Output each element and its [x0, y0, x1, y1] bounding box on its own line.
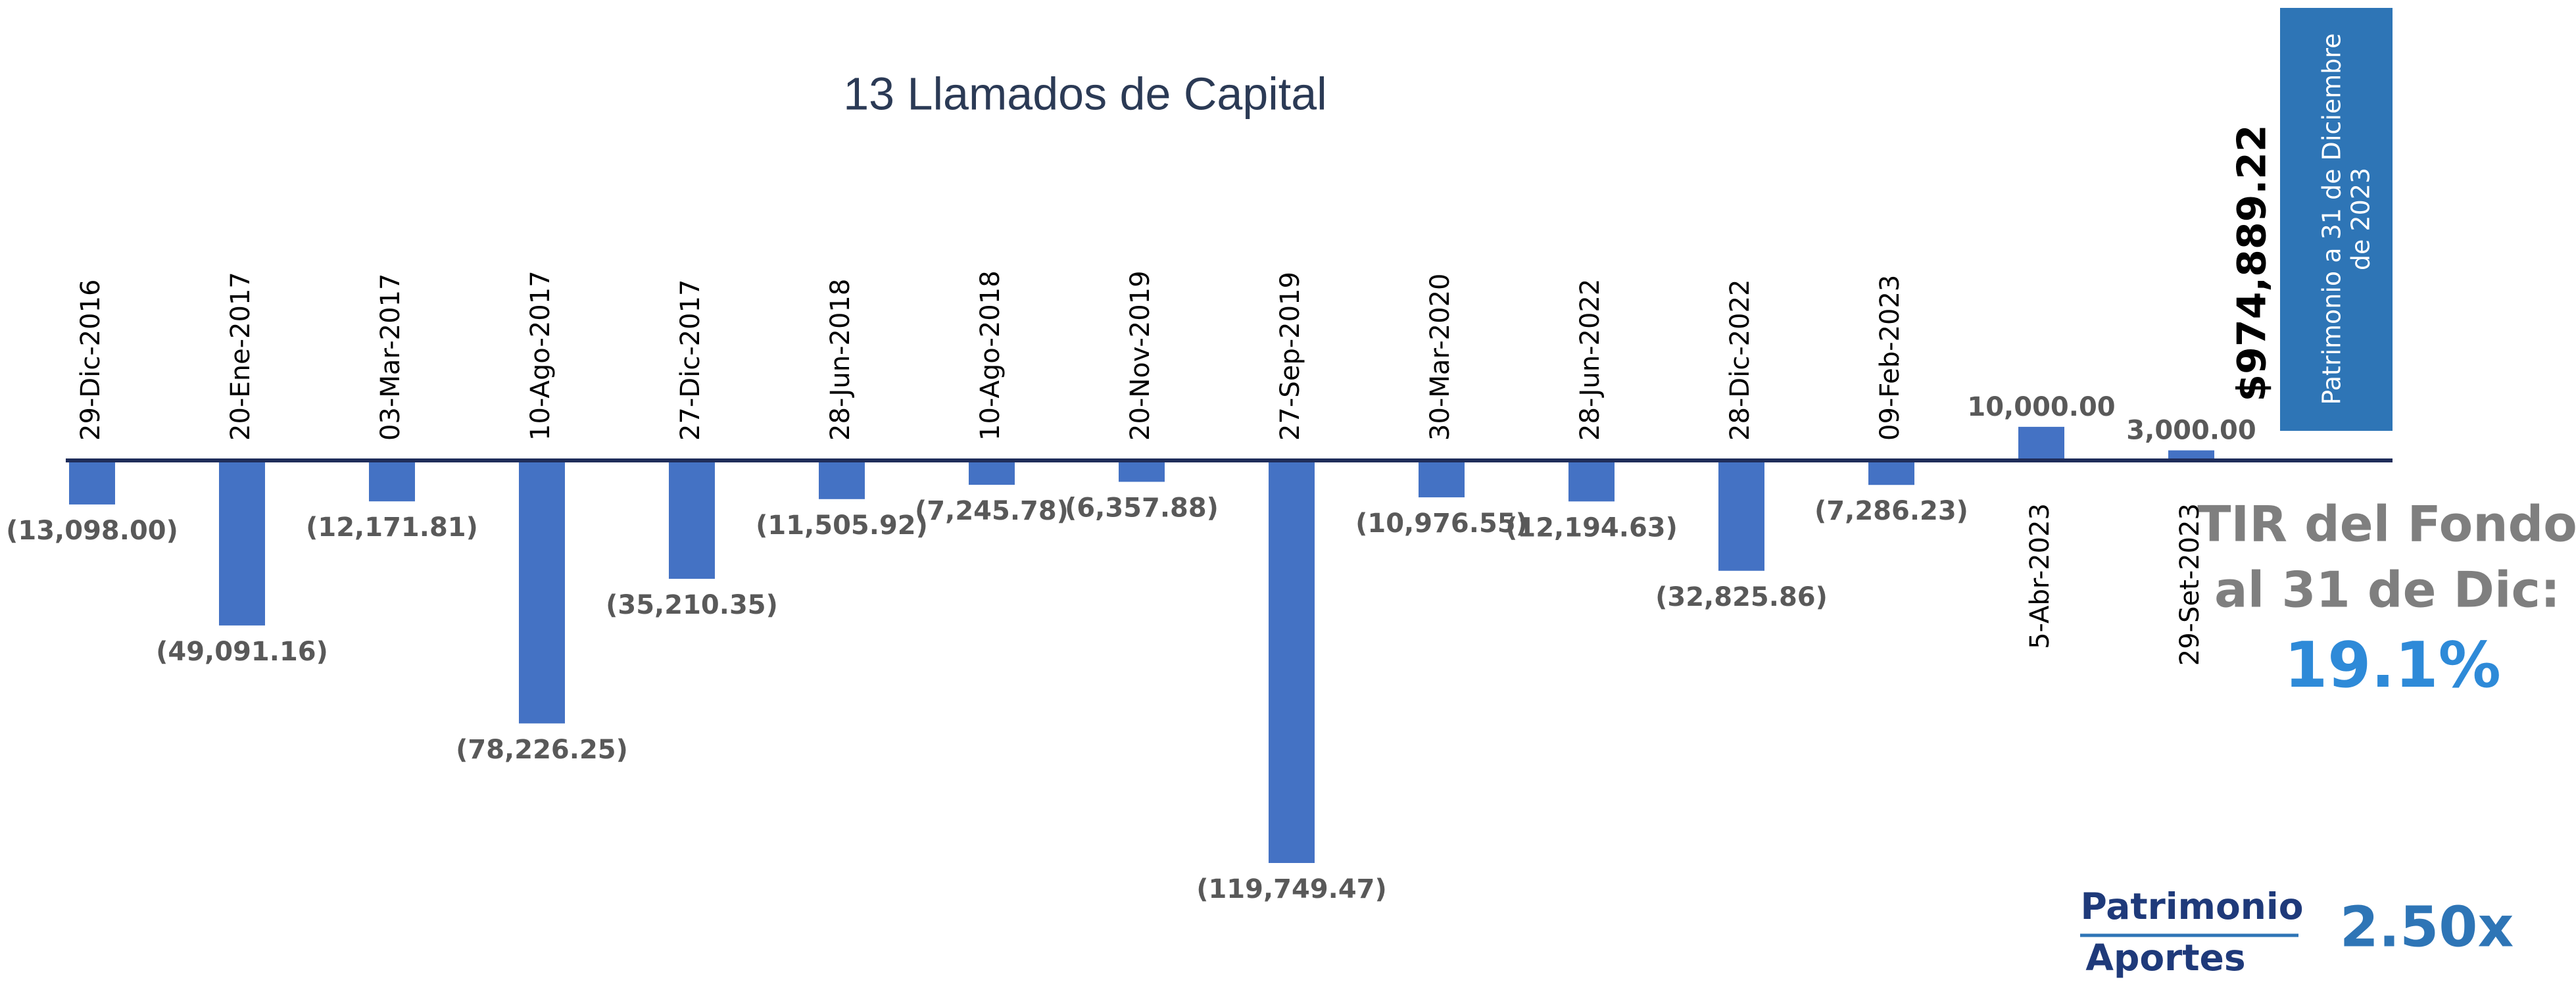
bar	[819, 460, 865, 499]
bar	[1718, 460, 1764, 571]
equity-label: de 2023	[2346, 168, 2375, 270]
equity-box	[2280, 8, 2393, 431]
value-label: (7,245.78)	[915, 496, 1069, 526]
multiple-denominator: Aportes	[2085, 937, 2245, 979]
category-label: 10-Ago-2017	[525, 270, 556, 441]
equity-value: $974,889.22	[2229, 124, 2275, 401]
irr-label: al 31 de Dic:	[2214, 561, 2560, 619]
category-label: 09-Feb-2023	[1875, 275, 1905, 441]
value-label: (49,091.16)	[156, 637, 328, 667]
category-label: 30-Mar-2020	[1425, 274, 1455, 441]
multiple-numerator: Patrimonio	[2080, 885, 2303, 927]
multiple-value: 2.50x	[2340, 895, 2514, 960]
bar	[519, 460, 565, 724]
category-label: 28-Jun-2022	[1575, 279, 1605, 441]
value-label: (13,098.00)	[6, 516, 178, 546]
value-label: (12,171.81)	[306, 512, 478, 543]
category-label: 20-Ene-2017	[226, 272, 256, 441]
value-label: (11,505.92)	[756, 510, 928, 541]
equity-label: Patrimonio a 31 de Diciembre	[2318, 33, 2346, 405]
bar	[2168, 450, 2214, 460]
bar	[69, 460, 115, 505]
bar	[369, 460, 415, 502]
irr-value: 19.1%	[2284, 629, 2501, 702]
bar	[669, 460, 715, 579]
value-label: (10,976.55)	[1355, 508, 1528, 539]
chart-title: 13 Llamados de Capital	[843, 68, 1326, 119]
category-label: 29-Set-2023	[2175, 503, 2205, 666]
value-label: (119,749.47)	[1196, 874, 1387, 904]
value-label: (12,194.63)	[1505, 512, 1678, 543]
bar	[1868, 460, 1914, 485]
bar	[1269, 460, 1315, 863]
category-label: 27-Sep-2019	[1275, 272, 1305, 441]
irr-label: TIR del Fondo	[2197, 495, 2576, 553]
bar	[219, 460, 265, 626]
value-label: (7,286.23)	[1814, 496, 1968, 526]
value-label: (6,357.88)	[1065, 493, 1219, 523]
bar	[1568, 460, 1615, 502]
value-label: (35,210.35)	[606, 590, 778, 620]
category-label: 10-Ago-2018	[975, 270, 1006, 441]
value-label: (78,226.25)	[456, 735, 628, 765]
category-label: 03-Mar-2017	[376, 274, 406, 441]
bar	[1419, 460, 1465, 498]
bar	[2018, 426, 2064, 460]
category-label: 29-Dic-2016	[76, 280, 106, 441]
value-label: 10,000.00	[1967, 392, 2115, 422]
category-label: 20-Nov-2019	[1125, 270, 1155, 441]
category-label: 27-Dic-2017	[675, 280, 706, 441]
value-label: 3,000.00	[2126, 416, 2256, 446]
category-label: 5-Abr-2023	[2025, 503, 2055, 649]
category-label: 28-Dic-2022	[1725, 280, 1755, 441]
bar	[1119, 460, 1165, 482]
value-label: (32,825.86)	[1655, 582, 1828, 612]
bar	[969, 460, 1015, 485]
category-label: 28-Jun-2018	[825, 279, 856, 441]
